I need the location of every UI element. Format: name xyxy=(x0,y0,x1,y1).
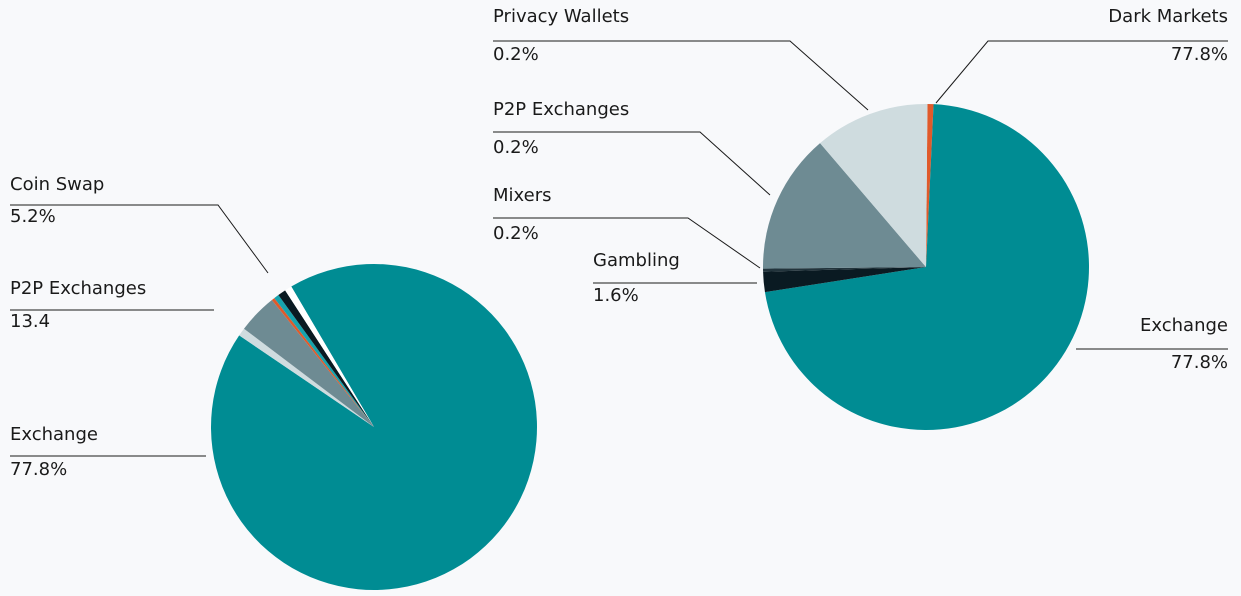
slice-value: 77.8% xyxy=(1171,352,1228,373)
slice-value: 1.6% xyxy=(593,285,639,306)
pie-slice xyxy=(278,290,374,427)
slice-label: Mixers xyxy=(493,185,551,206)
pie-slice xyxy=(820,104,928,268)
callout-line xyxy=(493,217,761,269)
callout-line xyxy=(493,40,869,111)
pie-slice xyxy=(239,328,374,427)
slice-label: Dark Markets xyxy=(1108,6,1228,27)
slice-value: 0.2% xyxy=(493,223,539,244)
pie-slice xyxy=(243,299,374,427)
slice-value: 13.4 xyxy=(10,311,50,332)
callout-line xyxy=(493,131,771,196)
slice-value: 0.2% xyxy=(493,44,539,65)
pie-slice xyxy=(763,143,926,269)
pie-slice xyxy=(271,298,374,427)
slice-label: Gambling xyxy=(593,250,680,271)
slice-value: 0.2% xyxy=(493,137,539,158)
pie-slice xyxy=(274,294,374,427)
pie-slice xyxy=(926,104,934,267)
pie-slice xyxy=(763,267,926,293)
slice-value: 77.8% xyxy=(10,459,67,480)
pie-slice xyxy=(763,267,926,272)
callout-line xyxy=(10,204,269,274)
slice-label: Coin Swap xyxy=(10,174,104,195)
slice-value: 77.8% xyxy=(1171,44,1228,65)
slice-label: P2P Exchanges xyxy=(10,278,146,299)
pie-slice xyxy=(285,286,374,427)
slice-label: Privacy Wallets xyxy=(493,6,629,27)
slice-label: Exchange xyxy=(1140,315,1228,336)
slice-value: 5.2% xyxy=(10,206,56,227)
pie-slice xyxy=(211,263,537,590)
slice-label: P2P Exchanges xyxy=(493,99,629,120)
slice-label: Exchange xyxy=(10,424,98,445)
callout-line xyxy=(935,40,1228,104)
pie-slice xyxy=(764,104,1089,430)
